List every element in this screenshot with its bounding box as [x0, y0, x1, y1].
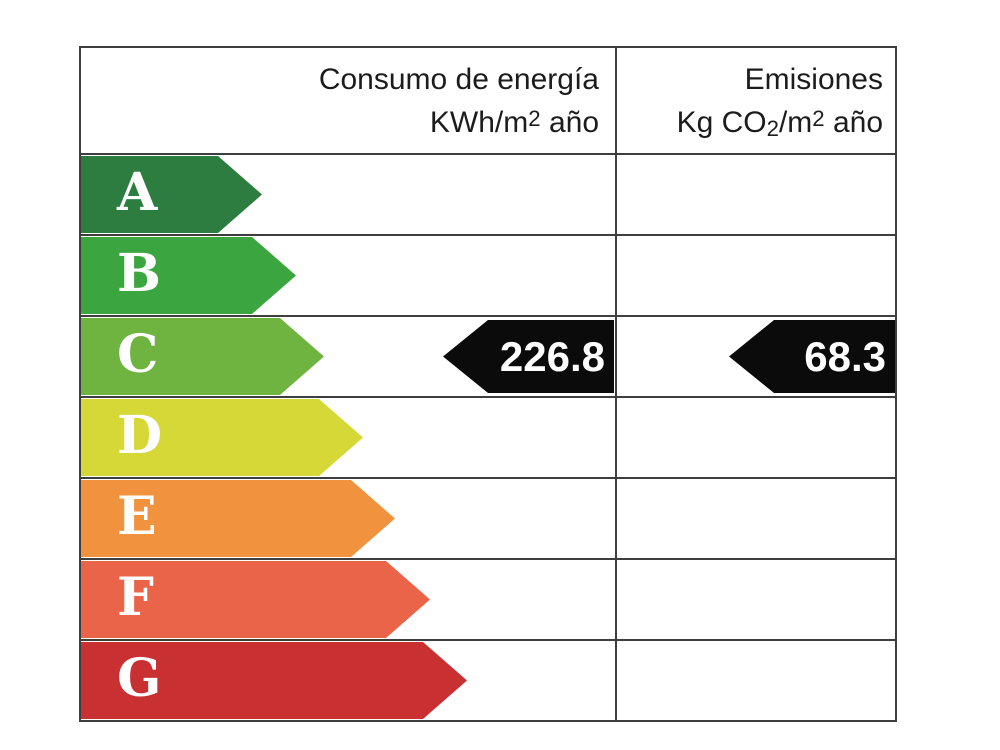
grade-arrow-d: D — [81, 399, 363, 476]
grade-arrow-f: F — [81, 561, 430, 638]
grade-letter-a: A — [117, 161, 158, 223]
grade-letter-b: B — [117, 242, 161, 304]
emissions-column-header: Emisiones Kg CO2/m2 año — [615, 48, 895, 153]
grade-row-c: C 226.8 68.3 — [81, 315, 895, 396]
grade-arrow-g: G — [81, 642, 467, 719]
grade-row-d: D — [81, 396, 895, 477]
emissions-header-line1: Emisiones — [744, 62, 883, 96]
column-divider — [615, 48, 617, 720]
emissions-value-marker: 68.3 — [729, 320, 895, 393]
grade-row-a: A — [81, 153, 895, 234]
consumption-value-marker: 226.8 — [443, 320, 614, 393]
grade-row-g: G — [81, 639, 895, 720]
emissions-value: 68.3 — [804, 332, 886, 380]
grade-letter-g: G — [117, 647, 162, 709]
grade-letter-d: D — [117, 404, 163, 466]
table-header: Consumo de energía KWh/m2 año Emisiones … — [81, 48, 895, 153]
grade-arrow-c: C — [81, 318, 324, 395]
grade-letter-f: F — [117, 566, 154, 628]
consumption-header-line1: Consumo de energía — [318, 62, 599, 96]
grade-arrow-a: A — [81, 156, 262, 233]
energy-rating-table: Consumo de energía KWh/m2 año Emisiones … — [79, 46, 897, 722]
grade-row-b: B — [81, 234, 895, 315]
grade-row-e: E — [81, 477, 895, 558]
grade-arrow-e: E — [81, 480, 395, 557]
consumption-header-line2: KWh/m2 año — [429, 105, 599, 139]
consumption-column-header: Consumo de energía KWh/m2 año — [81, 48, 615, 153]
grade-row-f: F — [81, 558, 895, 639]
grade-letter-c: C — [117, 323, 159, 385]
consumption-value: 226.8 — [499, 332, 605, 380]
emissions-header-line2: Kg CO2/m2 año — [676, 105, 883, 141]
grade-arrow-b: B — [81, 237, 296, 314]
grade-letter-e: E — [117, 485, 157, 547]
